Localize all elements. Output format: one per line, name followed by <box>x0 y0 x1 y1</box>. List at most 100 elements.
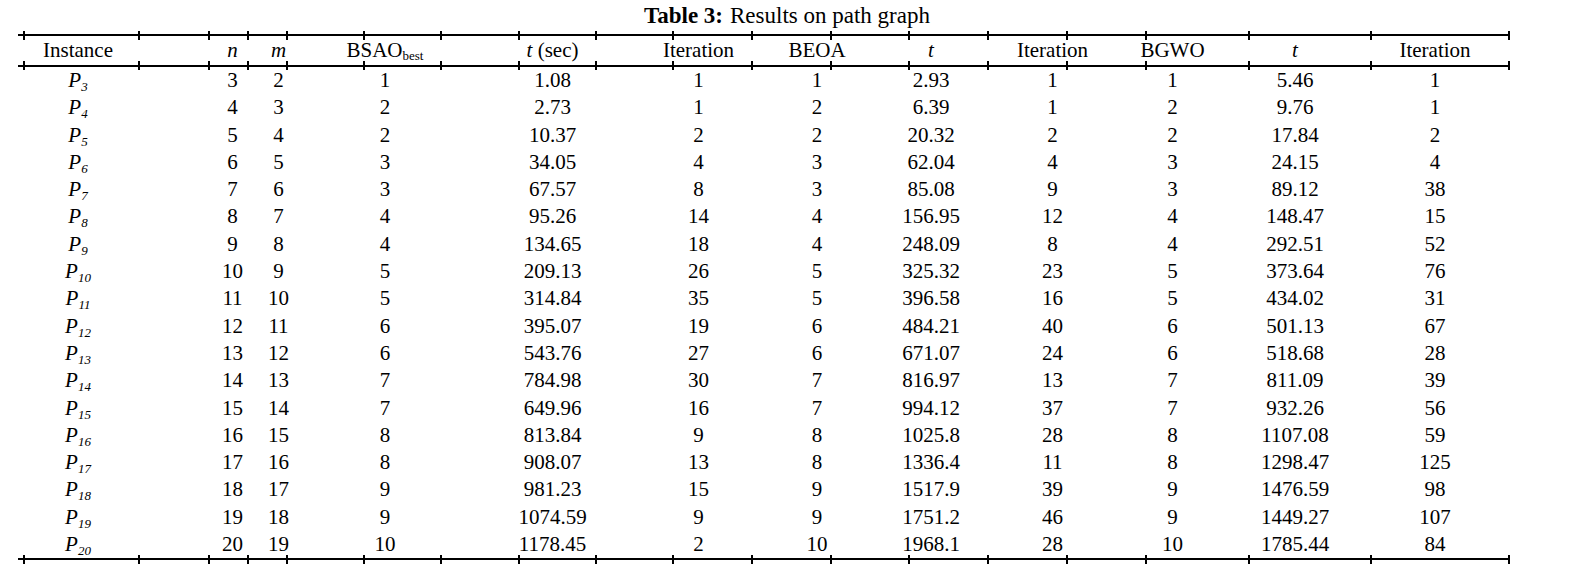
table-cell-iteration-bgwo: 67 <box>1360 313 1510 340</box>
table-cell-n: 10 <box>208 258 257 285</box>
grid-tick <box>672 31 674 40</box>
table-cell-t-sec: 95.26 <box>470 203 635 230</box>
table-cell-iteration-beoa: 23 <box>990 258 1115 285</box>
table-cell-n: 14 <box>208 367 257 394</box>
table-cell-t-beoa: 2.93 <box>872 66 990 94</box>
table-cell-n: 20 <box>208 531 257 559</box>
grid-tick <box>1508 555 1510 564</box>
table-cell-t-sec: 784.98 <box>470 367 635 394</box>
table-cell-beoa: 6 <box>762 340 872 367</box>
table-cell-iteration-bsao: 30 <box>635 367 762 394</box>
table-cell-bgwo: 1 <box>1115 66 1230 94</box>
table-cell-n: 6 <box>208 149 257 176</box>
table-cell-bgwo: 7 <box>1115 395 1230 422</box>
table-cell-iteration-beoa: 4 <box>990 149 1115 176</box>
table-cell-iteration-bgwo: 107 <box>1360 504 1510 531</box>
table-cell-iteration-bsao: 1 <box>635 66 762 94</box>
table-cell-bsao-best: 6 <box>300 340 470 367</box>
grid-tick <box>363 61 365 70</box>
table-cell-t-sec: 1178.45 <box>470 531 635 559</box>
table-cell-iteration-beoa: 12 <box>990 203 1115 230</box>
grid-tick <box>247 61 249 70</box>
grid-tick <box>1370 31 1372 40</box>
grid-tick <box>830 555 832 564</box>
grid-tick <box>518 31 520 40</box>
table-cell-iteration-beoa: 46 <box>990 504 1115 531</box>
table-cell-t-bgwo: 373.64 <box>1230 258 1360 285</box>
table-cell-bgwo: 9 <box>1115 504 1230 531</box>
column-header-iteration-beoa: Iteration <box>990 35 1115 66</box>
table-cell-iteration-bsao: 14 <box>635 203 762 230</box>
table-header: InstancenmBSAObestt (sec)IterationBEOAtI… <box>18 35 1510 66</box>
table-cell-bsao-best: 9 <box>300 476 470 503</box>
table-cell-n: 7 <box>208 176 257 203</box>
grid-tick <box>518 555 520 564</box>
table-cell-iteration-bsao: 16 <box>635 395 762 422</box>
table-cell-n: 18 <box>208 476 257 503</box>
grid-tick <box>1248 61 1250 70</box>
table-cell-bgwo: 5 <box>1115 258 1230 285</box>
table-cell-t-sec: 813.84 <box>470 422 635 449</box>
table-cell-bgwo: 2 <box>1115 122 1230 149</box>
table-cell-iteration-bgwo: 59 <box>1360 422 1510 449</box>
table-cell-n: 9 <box>208 231 257 258</box>
table-cell-t-beoa: 85.08 <box>872 176 990 203</box>
table-cell-bgwo: 4 <box>1115 203 1230 230</box>
table-cell-bsao-best: 8 <box>300 449 470 476</box>
grid-tick <box>138 31 140 40</box>
instance-cell: P19 <box>18 504 138 531</box>
grid-tick <box>1248 31 1250 40</box>
spacer-cell <box>138 531 208 559</box>
grid-tick <box>751 61 753 70</box>
table-cell-t-sec: 395.07 <box>470 313 635 340</box>
instance-cell: P3 <box>18 66 138 94</box>
table-cell-m: 8 <box>257 231 300 258</box>
table-cell-iteration-bsao: 4 <box>635 149 762 176</box>
table-cell-bgwo: 5 <box>1115 285 1230 312</box>
table-cell-t-bgwo: 89.12 <box>1230 176 1360 203</box>
spacer-cell <box>138 449 208 476</box>
column-header-bsao-best: BSAObest <box>300 35 470 66</box>
table-cell-iteration-bgwo: 1 <box>1360 66 1510 94</box>
table-row: P665334.054362.044324.154 <box>18 149 1510 176</box>
table-cell-beoa: 4 <box>762 203 872 230</box>
grid-tick <box>830 31 832 40</box>
grid-tick <box>1145 61 1147 70</box>
table-cell-bgwo: 6 <box>1115 313 1230 340</box>
table-cell-iteration-beoa: 37 <box>990 395 1115 422</box>
table-cell-t-beoa: 6.39 <box>872 94 990 121</box>
instance-cell: P8 <box>18 203 138 230</box>
table-cell-t-sec: 314.84 <box>470 285 635 312</box>
spacer-cell <box>138 367 208 394</box>
grid-tick <box>1370 61 1372 70</box>
table-cell-beoa: 7 <box>762 395 872 422</box>
table-cell-t-beoa: 1751.2 <box>872 504 990 531</box>
table-cell-bsao-best: 3 <box>300 149 470 176</box>
table-cell-t-sec: 908.07 <box>470 449 635 476</box>
table-cell-bgwo: 8 <box>1115 422 1230 449</box>
table-cell-iteration-beoa: 40 <box>990 313 1115 340</box>
table-cell-t-beoa: 1517.9 <box>872 476 990 503</box>
table-cell-t-bgwo: 1476.59 <box>1230 476 1360 503</box>
table-cell-t-beoa: 62.04 <box>872 149 990 176</box>
grid-tick <box>440 555 442 564</box>
table-cell-t-bgwo: 17.84 <box>1230 122 1360 149</box>
table-cell-beoa: 7 <box>762 367 872 394</box>
table-row: P202019101178.452101968.128101785.4484 <box>18 531 1510 559</box>
column-header-n: n <box>208 35 257 66</box>
table-cell-bgwo: 2 <box>1115 94 1230 121</box>
table-cell-iteration-bsao: 13 <box>635 449 762 476</box>
table-cell-t-sec: 34.05 <box>470 149 635 176</box>
table-row: P1717168908.071381336.41181298.47125 <box>18 449 1510 476</box>
column-header-bgwo: BGWO <box>1115 35 1230 66</box>
table-cell-t-sec: 1074.59 <box>470 504 635 531</box>
table-cell-bsao-best: 9 <box>300 504 470 531</box>
table-row: P1313126543.76276671.07246518.6828 <box>18 340 1510 367</box>
table-cell-t-bgwo: 501.13 <box>1230 313 1360 340</box>
table-cell-t-beoa: 325.32 <box>872 258 990 285</box>
instance-cell: P12 <box>18 313 138 340</box>
table-caption: Table 3:Results on path graph <box>0 0 1574 34</box>
spacer-cell <box>138 504 208 531</box>
grid-tick <box>247 555 249 564</box>
table-cell-n: 4 <box>208 94 257 121</box>
